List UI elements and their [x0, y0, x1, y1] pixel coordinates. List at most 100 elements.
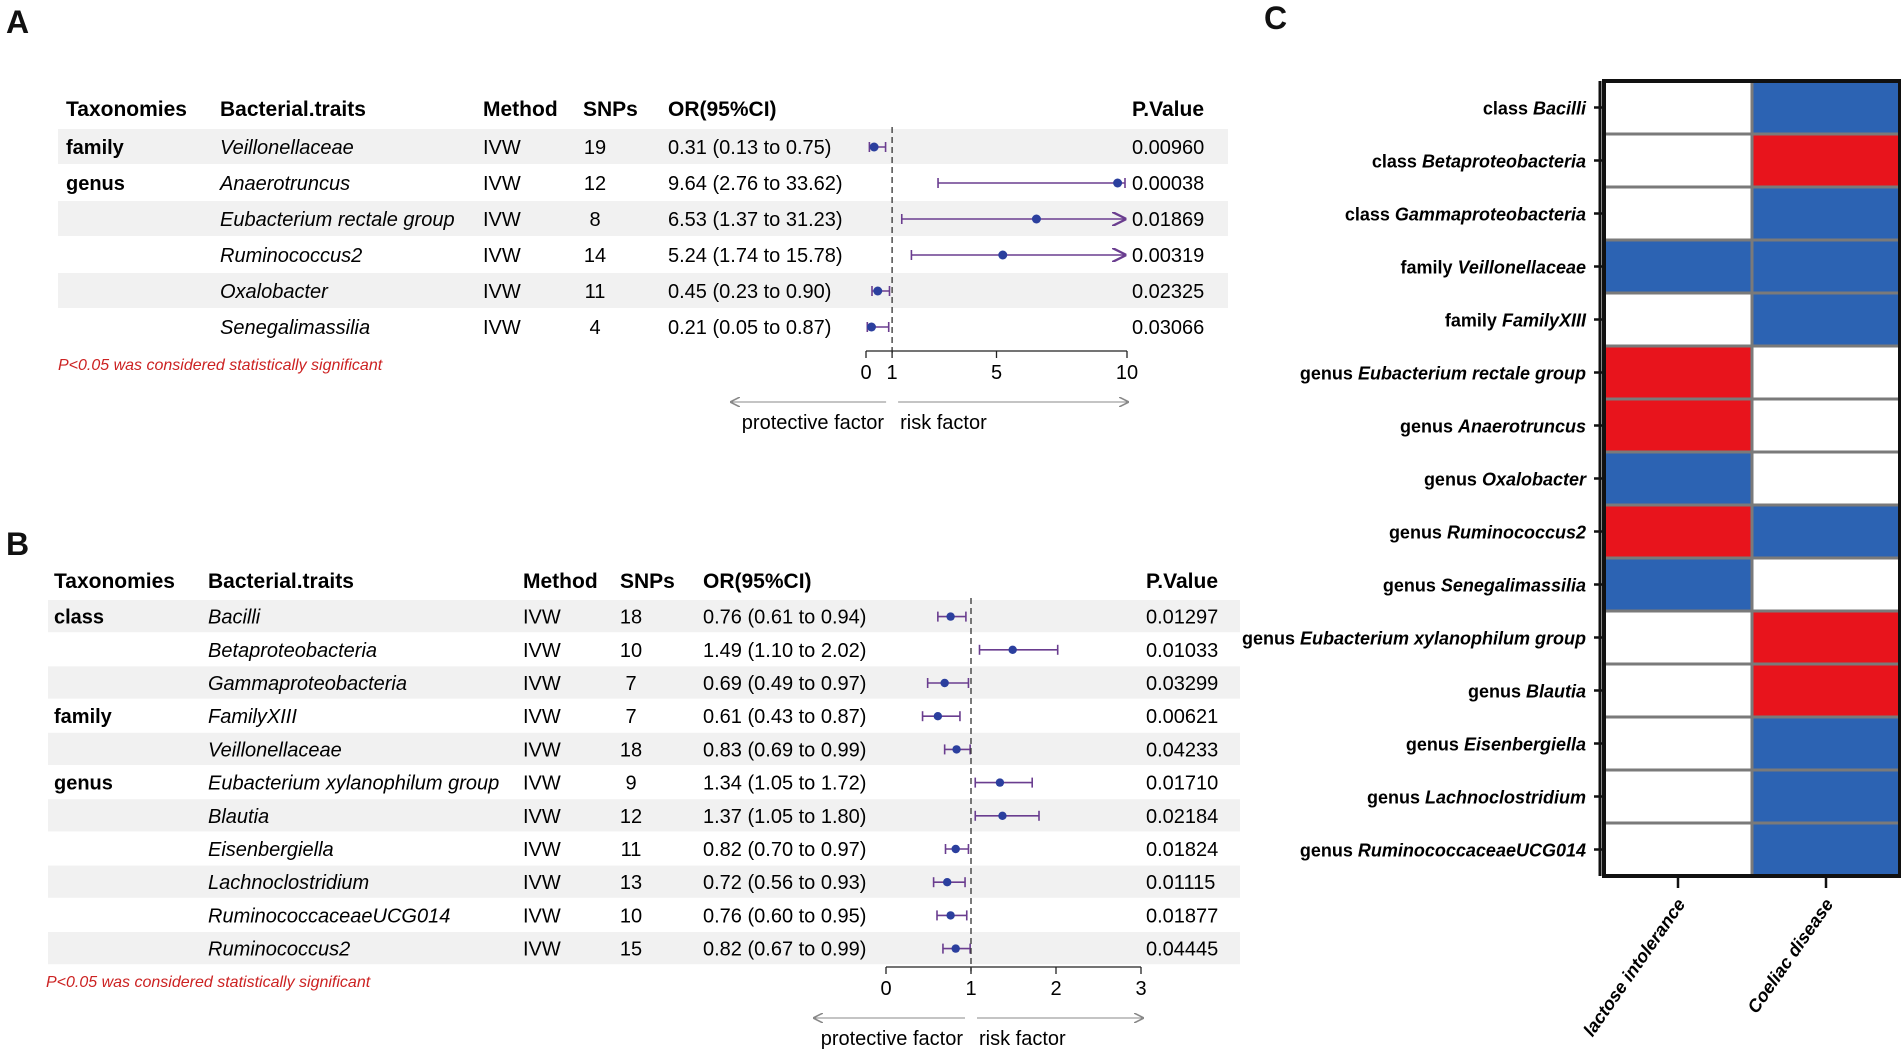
forest-b-point — [951, 944, 960, 953]
forest-a-row-snps: 4 — [589, 317, 600, 339]
forest-a-point — [1113, 178, 1123, 188]
forest-b-significance-note: P<0.05 was considered statistically sign… — [46, 974, 371, 991]
forest-a-risk-label: risk factor — [900, 412, 987, 434]
forest-a-row-trait: Senegalimassilia — [220, 317, 370, 339]
heatmap-row-label: genus Blautia — [1468, 682, 1586, 702]
heatmap-row-prefix: genus — [1424, 470, 1482, 490]
heatmap-row-name: Oxalobacter — [1482, 470, 1587, 490]
heatmap-row-label: genus Lachnoclostridium — [1367, 788, 1586, 808]
forest-b-row-trait: Eubacterium xylanophilum group — [208, 773, 499, 795]
heatmap-row-prefix: genus — [1468, 682, 1526, 702]
forest-b-point — [995, 778, 1005, 787]
heatmap-cell — [1750, 185, 1901, 242]
heatmap-row-name: FamilyXIII — [1502, 311, 1587, 331]
forest-b-row-or: 0.76 (0.60 to 0.95) — [703, 905, 866, 927]
heatmap-cell — [1750, 397, 1901, 454]
forest-b-row-shade — [48, 799, 1240, 832]
forest-a-x-tick-label: 10 — [1116, 362, 1138, 384]
forest-b-row-snps: 15 — [620, 939, 642, 961]
forest-b-row-method: IVW — [523, 706, 561, 728]
forest-a-row-shade — [58, 129, 1228, 164]
heatmap-cell — [1602, 132, 1754, 189]
forest-a-row-trait: Oxalobacter — [220, 281, 329, 303]
forest-b-row-shade — [48, 666, 1240, 699]
heatmap-row-prefix: genus — [1367, 788, 1425, 808]
forest-b-row-taxonomy: genus — [54, 773, 113, 795]
forest-a-row-snps: 12 — [584, 173, 606, 195]
forest-b-row-or: 0.82 (0.70 to 0.97) — [703, 839, 866, 861]
heatmap-row-label: class Gammaproteobacteria — [1345, 205, 1586, 225]
heatmap-cell — [1602, 238, 1754, 295]
heatmap-cell — [1602, 715, 1754, 772]
forest-a-row-method: IVW — [483, 281, 521, 303]
forest-a-row-snps: 11 — [585, 281, 606, 303]
forest-b-row-method: IVW — [523, 640, 561, 662]
heatmap-cell — [1750, 291, 1901, 348]
forest-b-row-method: IVW — [523, 905, 561, 927]
heatmap-cell — [1602, 185, 1754, 242]
forest-b-row-pvalue: 0.00621 — [1146, 706, 1218, 728]
forest-a-row-trait: Eubacterium rectale group — [220, 209, 455, 231]
forest-a-header-method: Method — [483, 98, 558, 121]
heatmap-row-prefix: genus — [1406, 735, 1464, 755]
heatmap-row-prefix: class — [1345, 205, 1395, 225]
forest-b-x-tick-label: 0 — [880, 978, 891, 1000]
forest-b-header-snps: SNPs — [620, 570, 675, 593]
forest-a-row-pvalue: 0.00038 — [1132, 173, 1204, 195]
heatmap-cell — [1750, 821, 1901, 878]
forest-b-row-snps: 7 — [625, 706, 636, 728]
forest-b-header-or: OR(95%CI) — [703, 570, 812, 593]
forest-a-protective-label: protective factor — [742, 412, 885, 434]
forest-b-row-trait: Ruminococcus2 — [208, 939, 350, 961]
forest-b-row-or: 0.72 (0.56 to 0.93) — [703, 872, 866, 894]
forest-b-row-method: IVW — [523, 872, 561, 894]
heatmap-row-name: RuminococcaceaeUCG014 — [1358, 841, 1586, 861]
heatmap-column-label: Coeliac disease — [1743, 895, 1837, 1017]
forest-b-row-trait: Gammaproteobacteria — [208, 673, 407, 695]
heatmap-cell — [1750, 344, 1901, 401]
forest-b-row-pvalue: 0.01824 — [1146, 839, 1218, 861]
forest-a-row-method: IVW — [483, 209, 521, 231]
heatmap-cell — [1750, 503, 1901, 560]
heatmap-cell — [1602, 79, 1754, 136]
forest-b-row-pvalue: 0.04233 — [1146, 739, 1218, 761]
forest-b-x-tick-label: 1 — [965, 978, 976, 1000]
forest-a-row-or: 0.45 (0.23 to 0.90) — [668, 281, 831, 303]
forest-b-row-pvalue: 0.04445 — [1146, 939, 1218, 961]
forest-a-row-pvalue: 0.00319 — [1132, 245, 1204, 267]
forest-b-header-method: Method — [523, 570, 598, 593]
forest-b-row-snps: 10 — [620, 905, 642, 927]
forest-b-row-snps: 7 — [625, 673, 636, 695]
forest-b-row-taxonomy: family — [54, 706, 113, 728]
forest-a-row-method: IVW — [483, 245, 521, 267]
forest-a-row-trait: Veillonellaceae — [220, 137, 354, 159]
heatmap-row-name: Ruminococcus2 — [1447, 523, 1586, 543]
heatmap-cell — [1750, 450, 1901, 507]
forest-b-row-trait: Bacilli — [208, 607, 261, 629]
forest-a-row-pvalue: 0.01869 — [1132, 209, 1204, 231]
forest-a-row-taxonomy: family — [66, 137, 125, 159]
forest-a-row-or: 0.21 (0.05 to 0.87) — [668, 317, 831, 339]
heatmap-row-label: genus Eubacterium rectale group — [1300, 364, 1586, 384]
heatmap-row-name: Betaproteobacteria — [1422, 152, 1586, 172]
forest-b-point — [951, 844, 960, 854]
forest-b-row-or: 0.82 (0.67 to 0.99) — [703, 939, 866, 961]
forest-b-row-pvalue: 0.01877 — [1146, 905, 1218, 927]
forest-b-point — [943, 878, 952, 887]
heatmap-cell — [1750, 609, 1901, 666]
forest-a-point — [998, 250, 1008, 260]
heatmap-row-prefix: genus — [1400, 417, 1458, 437]
heatmap-row-name: Veillonellaceae — [1458, 258, 1586, 278]
forest-b-row-or: 0.76 (0.61 to 0.94) — [703, 607, 866, 629]
forest-a-row-trait: Ruminococcus2 — [220, 245, 362, 267]
heatmap-frame — [1602, 79, 1901, 878]
forest-b-header-traits: Bacterial.traits — [208, 570, 354, 593]
forest-b-point — [946, 612, 955, 621]
forest-a-row-or: 0.31 (0.13 to 0.75) — [668, 137, 831, 159]
heatmap-row-prefix: genus — [1300, 364, 1358, 384]
forest-a-header-or: OR(95%CI) — [668, 98, 777, 121]
heatmap-row-name: Bacilli — [1533, 99, 1587, 119]
heatmap-row-prefix: genus — [1242, 629, 1300, 649]
heatmap-cell — [1750, 556, 1901, 613]
heatmap-cell — [1602, 344, 1754, 401]
